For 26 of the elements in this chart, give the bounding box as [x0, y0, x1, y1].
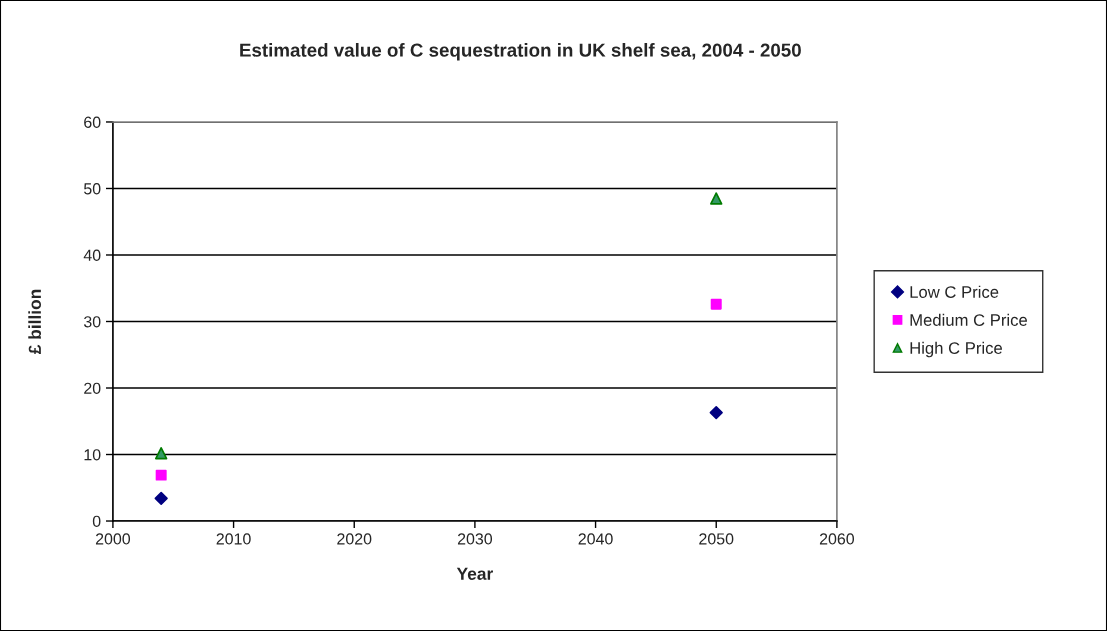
point	[154, 491, 168, 506]
y-axis-title: £ billion	[28, 289, 42, 355]
point	[710, 192, 723, 205]
x-tick-label: 2060	[819, 533, 855, 545]
x-tick-label: 2040	[578, 533, 613, 545]
x-tick-label: 2030	[457, 533, 493, 545]
x-tick-label: 2010	[216, 533, 251, 545]
x-tick-label: 2000	[95, 533, 131, 545]
x-tick-label: 2050	[699, 533, 734, 545]
legend-label: Low C Price	[910, 285, 999, 298]
y-tick-label: 20	[84, 382, 101, 394]
legend-label: Medium C Price	[910, 313, 1027, 326]
point	[155, 469, 167, 481]
point	[154, 446, 168, 460]
y-tick-label: 0	[92, 515, 101, 527]
chart-title: Estimated value of C sequestration in UK shelf sea, 2004 - 2050	[240, 43, 801, 61]
point	[709, 405, 723, 420]
legend-label: High C Price	[910, 341, 1002, 358]
y-tick-label: 40	[83, 249, 101, 261]
y-tick-label: 50	[83, 183, 101, 195]
point	[710, 298, 722, 310]
y-tick-label: 10	[84, 449, 101, 461]
x-tick-label: 2020	[337, 533, 372, 545]
x-axis-title: Year	[456, 567, 493, 580]
y-tick-label: 30	[83, 316, 101, 328]
y-tick-label: 60	[84, 116, 101, 128]
